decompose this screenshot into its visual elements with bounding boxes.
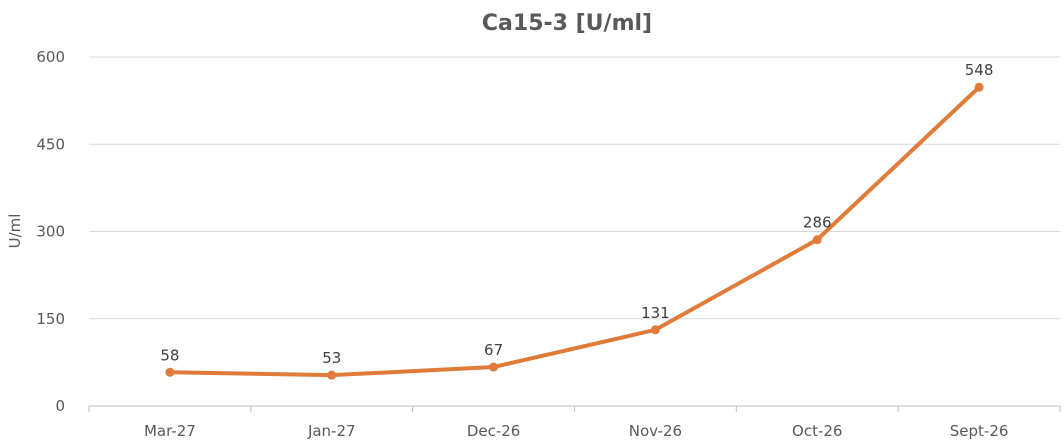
x-tick-label: Sept-26 [950,422,1009,440]
data-label: 131 [641,304,670,322]
y-axis-ticks: 0 150 300 450 600 [36,48,65,415]
y-tick-label: 450 [36,135,65,153]
x-tick-label: Mar-27 [144,422,196,440]
x-tick-label: Dec-26 [467,422,521,440]
y-axis-title: U/ml [6,214,24,249]
series-line-group [165,82,984,380]
data-point [165,367,175,377]
gridlines [88,56,1061,412]
data-point [812,235,822,245]
y-tick-label: 600 [36,48,65,66]
y-tick-label: 300 [36,223,65,241]
y-tick-label: 150 [36,310,65,328]
x-tick-label: Nov-26 [629,422,682,440]
data-label: 67 [484,341,503,359]
data-label: 548 [965,61,994,79]
data-point [974,82,984,92]
series-line [167,85,982,378]
data-point [327,370,337,380]
data-label: 53 [322,349,341,367]
x-tick-label: Jan-27 [307,422,356,440]
data-labels: 58 53 67 131 286 548 [160,61,993,367]
data-point [489,362,499,372]
chart-title: Ca15-3 [U/ml] [482,11,652,36]
data-point [650,325,660,335]
x-tick-label: Oct-26 [792,422,842,440]
x-axis-ticks: Mar-27 Jan-27 Dec-26 Nov-26 Oct-26 Sept-26 [144,422,1008,440]
y-tick-label: 0 [55,397,65,415]
data-label: 286 [803,214,832,232]
data-label: 58 [160,346,179,364]
